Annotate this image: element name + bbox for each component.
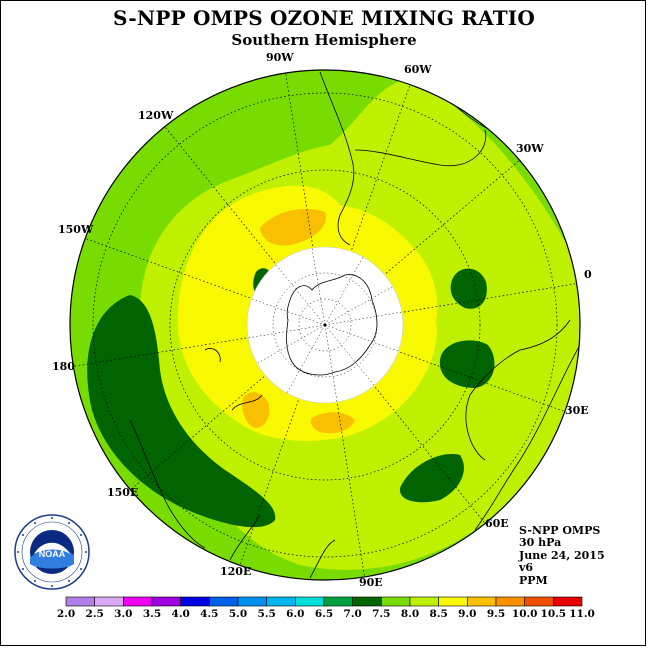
ozone-level-7.0 [450,268,487,309]
lon-label-60w: 60W [404,63,432,76]
colorbar-tick-label: 2.5 [85,608,104,620]
colorbar-swatch [266,596,296,607]
colorbar-tick-label: 9.0 [458,608,477,620]
colorbar-tick-label: 6.5 [314,608,334,620]
lon-label-30w: 30W [516,142,544,155]
info-date: June 24, 2015 [519,548,605,562]
ozone-level-9.0 [242,392,270,428]
lon-label-90e: 90E [359,576,383,589]
colorbar-tick-label: 11.0 [569,608,595,620]
lon-label-120e: 120E [220,565,252,578]
map-title: S-NPP OMPS OZONE MIXING RATIO [113,6,535,30]
ozone-level-7.0 [87,295,276,528]
colorbar-tick-label: 10.5 [540,608,567,620]
colorbar-swatch [180,596,210,607]
colorbar-swatch [467,596,497,607]
lon-label-0: 0 [584,268,592,281]
info-pressure: 30 hPa [519,536,562,550]
colorbar-swatch [381,596,411,607]
map-boundary [69,69,581,581]
noaa-logo-icon: NOAA [14,514,90,590]
colorbar-swatch [209,596,239,607]
lon-label-180: 180 [52,360,75,373]
colorbar-tick-label: 7.0 [343,608,362,620]
colorbar-tick-label: 6.0 [286,608,305,620]
ozone-level-9.0 [310,412,355,434]
colorbar-tick-label: 3.5 [142,608,162,620]
lon-label-150w: 150W [58,223,94,236]
map-subtitle: Southern Hemisphere [231,31,417,49]
lon-label-150e: 150E [107,486,139,499]
colorbar-tick-label: 8.5 [429,608,448,620]
colorbar-tick-label: 3.0 [114,608,133,620]
colorbar-tick-label: 5.5 [257,608,276,620]
colorbar-swatch [524,596,554,607]
colorbar-swatch [495,596,525,607]
colorbar-tick-label: 2.0 [56,608,76,620]
colorbar-swatch [323,596,353,607]
colorbar-tick-label: 7.5 [372,608,391,620]
lon-label-120w: 120W [138,109,174,122]
colorbar-swatch [553,596,583,607]
ozone-level-7.0 [439,340,495,388]
colorbar-tick-label: 10.0 [511,608,538,620]
lon-label-90w: 90W [266,51,294,64]
colorbar-swatch [123,596,153,607]
info-instrument: S-NPP OMPS [519,524,601,537]
colorbar-tick-label: 5.0 [228,608,248,620]
info-units: PPM [519,573,548,587]
colorbar-tick-label: 9.5 [486,608,506,620]
colorbar-swatch [409,596,439,607]
colorbar-swatch [295,596,325,607]
south-pole-marker [323,323,327,327]
logo-text: NOAA [39,549,66,559]
colorbar-swatches [65,596,583,607]
colorbar-swatch [438,596,468,607]
lon-label-30e: 30E [565,404,589,417]
ozone-level-7.0 [399,454,464,503]
ozone-level-9.0 [260,208,326,246]
colorbar-tick-label: 4.0 [171,608,190,620]
colorbar-tick-label: 8.0 [400,608,420,620]
colorbar-swatch [151,596,181,607]
lon-label-60e: 60E [485,517,509,530]
product-info: S-NPP OMPS 30 hPa June 24, 2015 v6 PPM [519,524,605,587]
coastlines [129,70,580,579]
colorbar-tick-label: 4.5 [200,608,219,620]
colorbar-swatch [65,596,95,607]
colorbar-swatch [237,596,267,607]
antarctica-coastline [286,274,378,376]
colorbar-swatch [352,596,382,607]
colorbar-swatch [94,596,124,607]
info-version: v6 [519,561,534,575]
